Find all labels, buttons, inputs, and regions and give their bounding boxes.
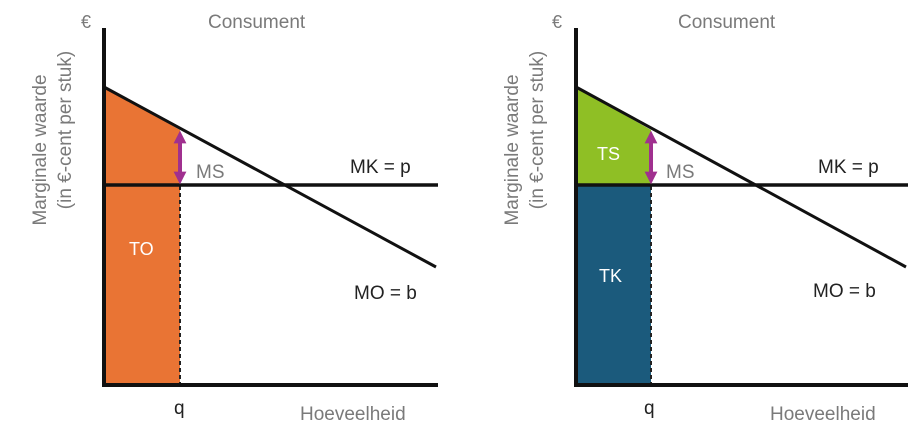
currency-symbol: €: [81, 12, 91, 32]
y-axis-label-line2: (in €-cent per stuk): [55, 51, 76, 209]
tk-label: TK: [599, 266, 622, 286]
q-label: q: [174, 398, 185, 419]
y-axis-label-line1: Marginale waarde: [30, 74, 51, 225]
q-label: q: [644, 398, 655, 419]
ts-area: [576, 87, 651, 185]
ts-label: TS: [597, 144, 620, 164]
mk-label: MK = p: [818, 157, 879, 178]
mo-label: MO = b: [354, 283, 417, 304]
y-axis-label-line2: (in €-cent per stuk): [527, 51, 548, 209]
mo-label: MO = b: [813, 281, 876, 302]
y-axis-label-line1: Marginale waarde: [502, 74, 523, 225]
mo-line: [103, 85, 437, 269]
mo-line: [575, 85, 907, 269]
to-area: [104, 87, 180, 385]
currency-symbol: €: [552, 12, 562, 32]
tk-area: [576, 185, 651, 385]
panel-title: Consument: [208, 12, 306, 33]
mk-label: MK = p: [350, 157, 411, 178]
left-panel: € Consument Marginale waarde (in €-cent …: [30, 12, 438, 425]
ms-label: MS: [196, 162, 225, 183]
panel-title: Consument: [678, 12, 776, 33]
x-axis-label: Hoeveelheid: [300, 404, 406, 425]
x-axis-label: Hoeveelheid: [770, 404, 876, 425]
right-panel: € Consument Marginale waarde (in €-cent …: [502, 12, 908, 425]
ms-label: MS: [666, 162, 695, 183]
to-label: TO: [129, 239, 154, 259]
